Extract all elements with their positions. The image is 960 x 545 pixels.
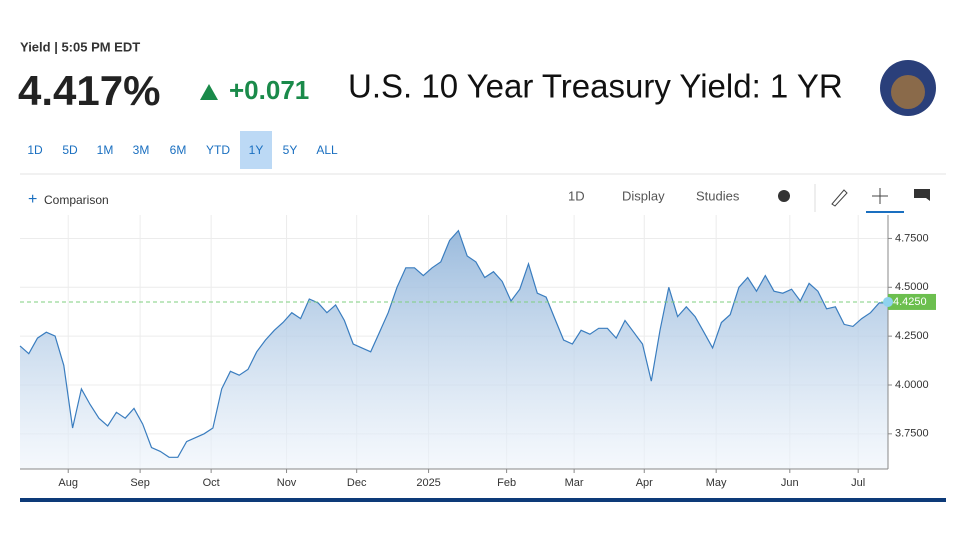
chart: 3.7500 4.0000 4.2500 4.5000 4.7500 Aug Sep Oct N… bbox=[19, 215, 936, 489]
range-button[interactable]: ALL bbox=[316, 143, 338, 157]
comment-icon[interactable] bbox=[914, 189, 930, 201]
range-button[interactable]: 5D bbox=[62, 143, 78, 157]
y-tick-label: 4.2500 bbox=[895, 330, 929, 342]
plus-icon: + bbox=[28, 191, 37, 208]
crosshair-icon[interactable] bbox=[872, 188, 888, 204]
draw-icon[interactable] bbox=[831, 189, 848, 207]
x-tick-label: Nov bbox=[277, 477, 297, 489]
x-tick-label: Apr bbox=[636, 477, 653, 489]
change: +0.071 bbox=[229, 75, 309, 105]
x-tick-label: Jun bbox=[781, 477, 799, 489]
range-button[interactable]: 5Y bbox=[283, 143, 298, 157]
subtitle: Yield | 5:05 PM EDT bbox=[20, 39, 140, 54]
line bbox=[19, 229, 888, 458]
bottom-bar bbox=[20, 498, 946, 502]
current-box bbox=[888, 293, 936, 310]
x-tick-label: May bbox=[706, 477, 727, 489]
avatar-face bbox=[891, 75, 925, 109]
range-button[interactable]: 1Y bbox=[249, 143, 264, 157]
range-button[interactable]: 1M bbox=[97, 143, 114, 157]
x-tick-label: Jul bbox=[851, 477, 865, 489]
up-arrow bbox=[200, 84, 218, 100]
price: 4.417% bbox=[18, 67, 160, 114]
area bbox=[20, 230, 888, 469]
y-tick-label: 4.0000 bbox=[895, 379, 929, 391]
settings-icon[interactable] bbox=[778, 190, 790, 202]
range-button[interactable]: 1D bbox=[27, 143, 43, 157]
y-tick-label: 4.5000 bbox=[895, 281, 929, 293]
x-tick-label: Oct bbox=[203, 477, 220, 489]
range-buttons: 1D 5D 1M 3M 6M YTD 1Y 5Y ALL bbox=[27, 131, 338, 169]
x-tick-label: Sep bbox=[130, 477, 150, 489]
y-tick-label: 4.7500 bbox=[895, 232, 929, 244]
range-button[interactable]: YTD bbox=[206, 143, 230, 157]
studies[interactable]: Studies bbox=[696, 188, 740, 203]
comparison[interactable]: Comparison bbox=[44, 193, 109, 207]
x-tick-label: Feb bbox=[497, 477, 516, 489]
x-tick-label: 2025 bbox=[416, 477, 440, 489]
range-selected bbox=[240, 131, 272, 169]
interval[interactable]: 1D bbox=[568, 188, 585, 203]
title: U.S. 10 Year Treasury Yield: 1 YR bbox=[348, 68, 843, 105]
range-button[interactable]: 3M bbox=[133, 143, 150, 157]
display[interactable]: Display bbox=[622, 188, 665, 203]
x-tick-label: Aug bbox=[58, 477, 78, 489]
current-label: 4.4250 bbox=[893, 296, 927, 308]
y-tick-label: 3.7500 bbox=[895, 428, 929, 440]
x-tick-label: Mar bbox=[565, 477, 584, 489]
range-button[interactable]: 6M bbox=[170, 143, 187, 157]
current-dot bbox=[883, 296, 893, 307]
x-tick-label: Dec bbox=[347, 477, 367, 489]
